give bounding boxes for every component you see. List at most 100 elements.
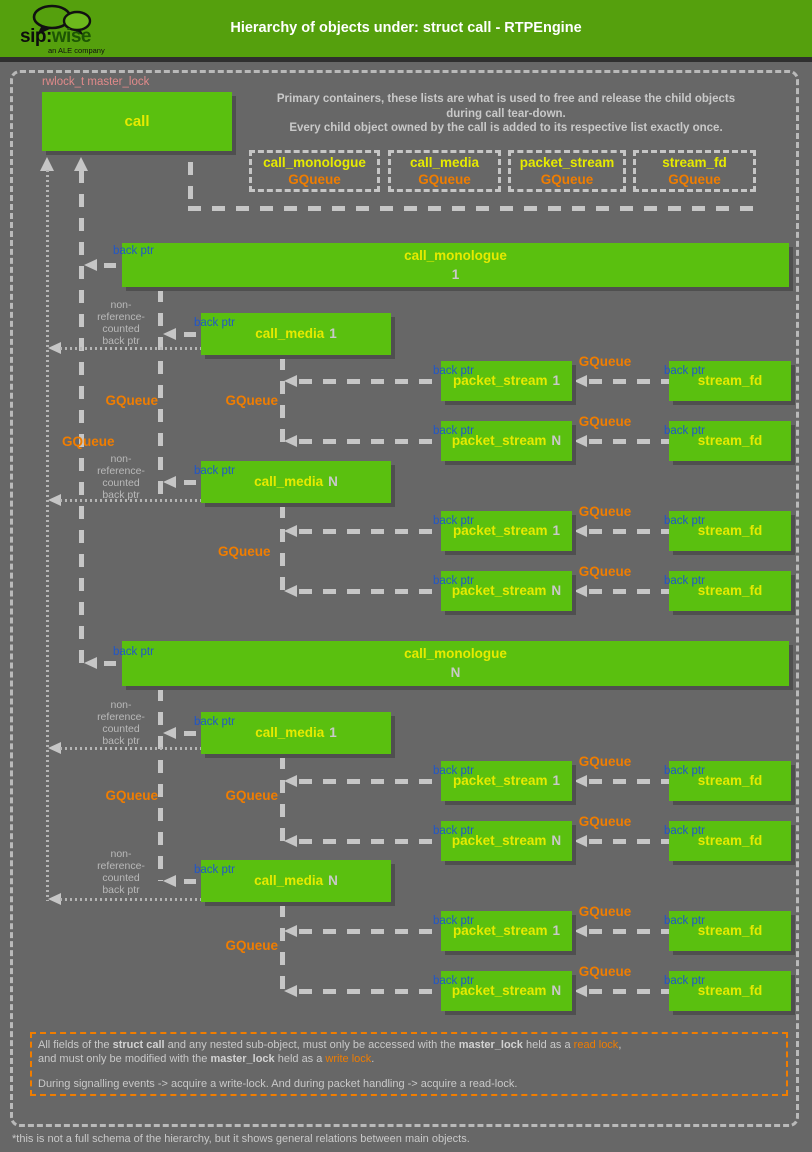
back-ptr-label: back ptr (194, 317, 235, 329)
brand-prefix: sip: (20, 26, 52, 47)
backptr-arrow-icon (163, 727, 176, 739)
back-ptr-label: back ptr (433, 515, 474, 527)
footnote: *this is not a full schema of the hierar… (12, 1133, 470, 1145)
backptr-arrow-icon (163, 476, 176, 488)
legend-queue-type: GQueue (540, 172, 594, 187)
intro-line-2: during call tear-down. (446, 107, 566, 120)
backptr-link (184, 879, 196, 884)
packet-stream-n-box: packet_stream N (441, 421, 572, 461)
nonref-line: non- (110, 699, 132, 711)
nonref-line: back ptr (102, 489, 140, 501)
gqueue-label: GQueue (578, 904, 632, 919)
nonref-arrow-icon (48, 494, 61, 506)
lock-note-line-1: All fields of the struct call and any ne… (38, 1039, 622, 1051)
gqueue-link (299, 379, 441, 384)
gqueue-label: GQueue (578, 564, 632, 579)
stream-gqueue-line (280, 357, 285, 445)
stream-fd-box: stream_fd (669, 421, 791, 461)
gqueue-label: GQueue (578, 354, 632, 369)
stream-fd-label: stream_fd (697, 433, 763, 448)
call-media-index: 1 (329, 725, 337, 740)
gqueue-arrow-icon (284, 835, 297, 847)
packet-stream-index: N (551, 583, 562, 598)
gqueue-label: GQueue (578, 754, 632, 769)
gqueue-label: GQueue (105, 393, 158, 408)
back-ptr-label: back ptr (113, 646, 154, 658)
call-media-label: call_media (255, 725, 325, 740)
monologue-gqueue-line (79, 170, 84, 666)
packet-stream-label: packet_stream (451, 983, 547, 998)
stream-gqueue-line (280, 756, 285, 844)
gqueue-label: GQueue (578, 964, 632, 979)
lock-note-line-2: and must only be modified with the maste… (38, 1053, 375, 1065)
lock-note-box: All fields of the struct call and any ne… (30, 1032, 788, 1096)
back-ptr-label: back ptr (664, 365, 705, 377)
nonref-note: non- reference- counted back ptr (84, 848, 158, 896)
page-title: Hierarchy of objects under: struct call … (230, 20, 582, 36)
nonref-line: reference- (97, 311, 145, 323)
gqueue-link (299, 989, 441, 994)
backptr-link (589, 839, 669, 844)
back-ptr-label: back ptr (433, 425, 474, 437)
packet-stream-index: 1 (552, 373, 561, 388)
call-media-1-box: call_media 1 (201, 712, 391, 754)
backptr-arrow-icon (163, 328, 176, 340)
nonref-line: back ptr (102, 884, 140, 896)
legend-connector-horizontal (188, 206, 762, 211)
stream-gqueue-line (280, 904, 285, 994)
nonref-line: counted (102, 872, 140, 884)
legend-queue-title: call_media (409, 155, 480, 170)
back-ptr-label: back ptr (433, 915, 474, 927)
backptr-arrow-icon (574, 835, 587, 847)
gqueue-label: GQueue (578, 504, 632, 519)
back-ptr-label: back ptr (664, 515, 705, 527)
back-ptr-label: back ptr (433, 575, 474, 587)
call-monologue-index: N (450, 665, 461, 680)
stream-fd-box: stream_fd (669, 511, 791, 551)
nonref-line: non- (110, 453, 132, 465)
stream-fd-box: stream_fd (669, 361, 791, 401)
diagram-frame (10, 70, 799, 1127)
legend-queue-call-monologue: call_monologue GQueue (249, 150, 380, 192)
packet-stream-label: packet_stream (452, 923, 548, 938)
backptr-arrow-icon (574, 775, 587, 787)
back-ptr-label: back ptr (664, 975, 705, 987)
nonref-line: counted (102, 477, 140, 489)
media-gqueue-line-bottom (158, 688, 163, 881)
nonref-line: counted (102, 323, 140, 335)
backptr-arrow-icon (574, 375, 587, 387)
packet-stream-n-box: packet_stream N (441, 571, 572, 611)
packet-stream-index: 1 (552, 773, 561, 788)
stream-fd-label: stream_fd (697, 523, 763, 538)
backptr-arrow-icon (163, 875, 176, 887)
nonref-note: non- reference- counted back ptr (84, 453, 158, 501)
backptr-arrow-icon (574, 925, 587, 937)
call-monologue-label: call_monologue (404, 248, 507, 263)
gqueue-label: GQueue (218, 544, 271, 559)
call-monologue-index: 1 (451, 267, 460, 282)
gqueue-label: GQueue (578, 414, 632, 429)
backptr-link (589, 589, 669, 594)
gqueue-arrow-icon (284, 525, 297, 537)
gqueue-link (299, 779, 441, 784)
legend-connector-vertical (188, 162, 193, 210)
back-ptr-label: back ptr (664, 575, 705, 587)
packet-stream-1-box: packet_stream 1 (441, 761, 572, 801)
packet-stream-index: N (551, 983, 562, 998)
call-box: call (42, 92, 232, 151)
backptr-link (104, 661, 116, 666)
intro-line-3: Every child object owned by the call is … (289, 122, 723, 134)
nonref-line: back ptr (102, 335, 140, 347)
packet-stream-n-box: packet_stream N (441, 971, 572, 1011)
call-media-index: N (328, 873, 338, 888)
backptr-arrow-icon (574, 525, 587, 537)
nonref-note: non- reference- counted back ptr (84, 299, 158, 347)
backptr-link (589, 439, 669, 444)
gqueue-label: GQueue (225, 788, 278, 803)
call-media-n-box: call_media N (201, 860, 391, 902)
nonref-backptr-line (60, 898, 201, 901)
back-ptr-label: back ptr (194, 716, 235, 728)
call-media-label: call_media (254, 474, 324, 489)
header-bar: Hierarchy of objects under: struct call … (0, 0, 812, 62)
brand-tagline: an ALE company (48, 46, 105, 55)
